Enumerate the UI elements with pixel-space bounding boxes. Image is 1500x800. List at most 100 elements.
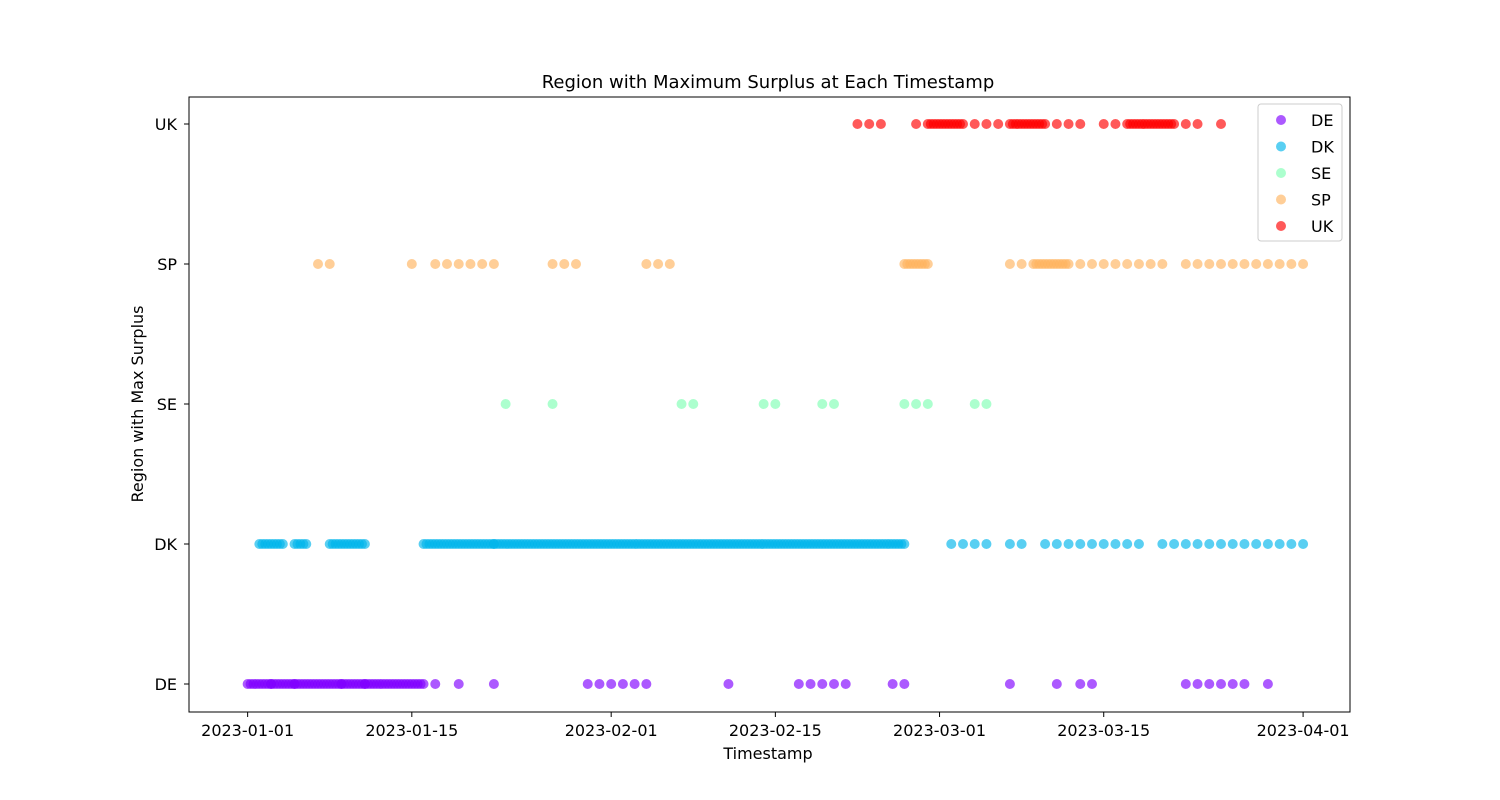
data-point [324,259,335,269]
data-point [1239,259,1250,269]
data-point [852,119,863,129]
x-tick-label: 2023-02-01 [565,721,658,740]
legend-marker [1276,221,1286,231]
data-point [981,119,992,129]
data-point [1192,679,1203,689]
data-point [430,259,441,269]
data-point [1180,679,1191,689]
data-point [676,399,687,409]
data-point [442,259,452,269]
data-point [1239,679,1250,689]
data-point [993,119,1004,129]
data-point [1216,119,1226,129]
data-point [1227,259,1238,269]
data-point [1098,539,1109,549]
data-point [1192,259,1203,269]
data-point [1075,259,1086,269]
series-uk [852,119,1226,129]
data-point [840,679,851,689]
data-point [1122,259,1133,269]
data-point [1063,539,1074,549]
data-point [641,679,652,689]
data-point [1192,119,1203,129]
data-point [1227,539,1238,549]
data-point [559,259,570,269]
y-tick-label: DE [155,675,177,694]
data-point [1087,679,1097,689]
data-point [277,539,288,549]
data-point [1262,539,1273,549]
legend: DE DK SE SP UK [1257,103,1343,242]
legend-marker [1276,168,1286,178]
data-point [1192,539,1203,549]
data-point [922,399,933,409]
data-point [1075,539,1086,549]
data-point [1051,679,1062,689]
data-point [1110,259,1121,269]
data-point [606,679,617,689]
data-point [1004,539,1015,549]
data-point [641,259,652,269]
data-point [418,679,429,689]
data-point [1145,259,1156,269]
data-point [453,679,464,689]
data-point [1286,539,1297,549]
data-point [664,259,675,269]
data-point [1016,259,1027,269]
data-point [1004,259,1015,269]
series-dk [254,539,1309,549]
data-point [477,259,488,269]
data-point [1169,539,1180,549]
data-point [1004,679,1015,689]
data-point [1063,119,1074,129]
legend-box [1257,103,1343,242]
legend-marker [1276,194,1286,205]
data-point [758,399,769,409]
data-point [817,399,828,409]
data-point [1016,539,1027,549]
data-point [1180,539,1191,549]
y-axis: DE DK SE SP UK [154,115,189,694]
data-point [1051,539,1062,549]
data-point [1274,539,1285,549]
y-tick-label: SE [157,395,177,414]
data-point [453,259,464,269]
plot-area [188,96,1351,713]
data-point [1204,259,1215,269]
y-axis-label: Region with Max Surplus [128,305,147,502]
data-point [1040,119,1051,129]
data-point [864,119,875,129]
data-point [1122,539,1133,549]
data-point [1262,259,1273,269]
data-point [969,539,980,549]
legend-label: SE [1311,164,1331,183]
data-point [582,679,593,689]
data-point [1274,259,1285,269]
data-point [1298,539,1309,549]
data-point [1110,539,1121,549]
data-point [301,539,312,549]
x-axis-label: Timestamp [722,744,812,763]
data-points [242,119,1309,689]
data-point [1298,259,1309,269]
data-point [958,539,968,549]
x-tick-label: 2023-03-15 [1057,721,1150,740]
x-tick-label: 2023-01-15 [365,721,458,740]
data-point [1169,119,1180,129]
legend-label: DE [1311,111,1333,130]
data-point [793,679,804,689]
data-point [829,679,839,689]
data-point [1133,539,1144,549]
data-point [1216,539,1226,549]
data-point [911,119,922,129]
legend-label: UK [1311,217,1334,236]
data-point [406,259,417,269]
legend-marker [1276,115,1286,125]
data-point [313,259,323,269]
data-point [1075,119,1086,129]
data-point [817,679,828,689]
data-point [1180,119,1191,129]
data-point [969,119,980,129]
data-point [1098,259,1109,269]
